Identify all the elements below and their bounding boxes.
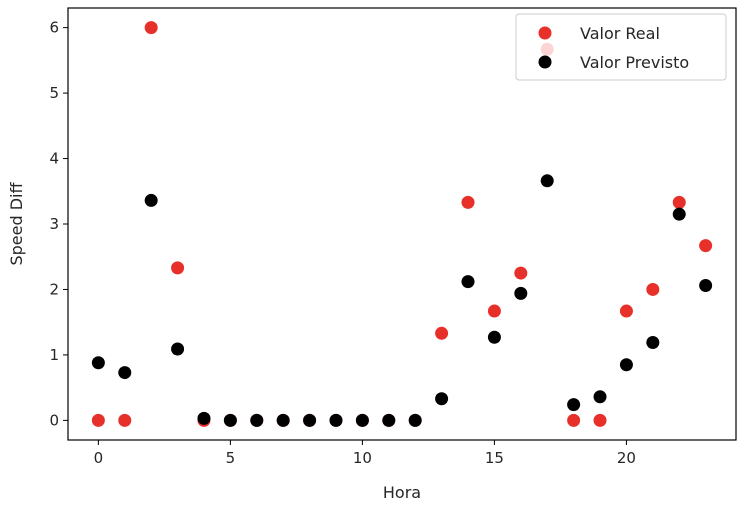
valor-previsto-point [118,366,132,380]
x-tick-label: 5 [226,449,236,467]
y-tick-label: 1 [49,346,59,364]
y-tick-label: 6 [49,19,59,37]
y-axis-label: Speed Diff [7,182,26,266]
valor-previsto-point [276,413,290,427]
y-tick-label: 2 [49,280,59,298]
valor-previsto-point [408,413,422,427]
valor-previsto-point [197,411,211,425]
valor-real-point [672,195,686,209]
valor-previsto-point [619,358,633,372]
valor-real-point [91,413,105,427]
x-tick-label: 15 [485,449,504,467]
valor-previsto-point [91,356,105,370]
valor-real-point [118,413,132,427]
valor-previsto-point [329,413,343,427]
legend-marker-valor-real [538,26,552,40]
legend-marker-valor-previsto [538,55,552,69]
valor-real-point [619,304,633,318]
y-axis: 0 1 2 3 4 5 6 [49,19,68,429]
valor-previsto-point [487,330,501,344]
plot-frame [67,7,737,441]
x-tick-label: 10 [353,449,372,467]
valor-previsto-point [355,413,369,427]
valor-previsto-point [171,342,185,356]
plot-points [91,21,713,427]
valor-previsto-point [593,390,607,404]
x-axis: 0 5 10 15 20 [94,440,636,467]
valor-previsto-point [435,392,449,406]
x-tick-label: 0 [94,449,104,467]
valor-real-point [144,21,158,35]
y-tick-label: 3 [49,215,59,233]
valor-previsto-point [144,193,158,207]
valor-previsto-point [567,398,581,412]
legend-box [515,13,727,81]
valor-previsto-point [646,335,660,349]
valor-real-point [435,326,449,340]
x-axis-label: Hora [383,483,421,502]
valor-previsto-point [461,275,475,289]
y-tick-label: 5 [49,84,59,102]
valor-real-point [593,413,607,427]
valor-real-point [171,261,185,275]
valor-previsto-point [382,413,396,427]
valor-previsto-point [540,174,554,188]
y-tick-label: 0 [49,411,59,429]
valor-previsto-point [303,413,317,427]
x-tick-label: 20 [617,449,636,467]
valor-previsto-point [672,207,686,221]
valor-real-point [461,195,475,209]
legend-label-valor-real: Valor Real [580,24,660,43]
valor-real-point [699,239,713,253]
valor-previsto-point [699,279,713,293]
y-tick-label: 4 [49,150,59,168]
valor-real-point [646,282,660,296]
valor-previsto-point [250,413,264,427]
valor-previsto-point [223,413,237,427]
valor-real-point [567,413,581,427]
valor-previsto-point [514,286,528,300]
valor-real-point [514,266,528,280]
legend: Valor Real Valor Previsto [515,13,727,81]
valor-real-point [487,304,501,318]
legend-label-valor-previsto: Valor Previsto [580,53,689,72]
